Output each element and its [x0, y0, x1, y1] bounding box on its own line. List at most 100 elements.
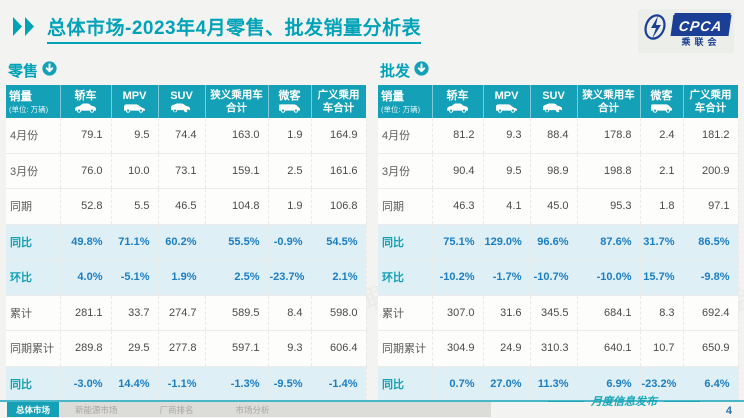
header-row: 销量 (单位: 万辆) 轿车 MPV SUV 狭义乘用车合计 微客 广义乘用车合计: [378, 85, 739, 118]
table-cell: 29.5: [111, 330, 159, 367]
table-cell: 307.0: [432, 295, 484, 331]
table-cell: 684.1: [577, 295, 641, 331]
table-row: 同比 75.1% 129.0% 96.6% 87.6% 31.7% 86.5%: [378, 224, 739, 260]
table-cell: 345.5: [530, 295, 578, 331]
page-number: 4: [725, 405, 732, 417]
table-cell: 49.8%: [60, 224, 112, 260]
retail-table-header: 销量 (单位: 万辆) 轿车 MPV SUV 狭义乘用车合计 微客 广义乘用车合计: [6, 85, 367, 118]
table-cell: -3.0%: [60, 366, 112, 402]
table-cell: -10.0%: [577, 259, 641, 296]
table-cell: 81.2: [432, 118, 484, 154]
footer-tab-bar: 总体市场 新能源市场 厂商排名 市场分析: [7, 402, 492, 417]
van-icon: [649, 103, 674, 114]
table-cell: 46.3: [432, 188, 484, 225]
row-label: 3月份: [378, 153, 433, 189]
table-cell: 8.4: [268, 295, 312, 331]
table-cell: 2.5: [268, 153, 312, 189]
table-cell: 181.2: [683, 118, 739, 154]
note-dash-left: [548, 400, 584, 402]
table-cell: 4.1: [483, 188, 531, 225]
table-cell: 2.5%: [205, 259, 269, 296]
cpca-logo-subtext: 乘联会: [681, 37, 721, 47]
column-header: 广义乘用车合计: [683, 85, 739, 118]
table-cell: 87.6%: [577, 224, 641, 260]
table-cell: 277.8: [158, 330, 206, 367]
footer-divider: [0, 400, 744, 402]
cpca-logo-text: CPCA: [670, 15, 732, 36]
table-cell: 73.1: [158, 153, 206, 189]
row-label: 同期累计: [6, 330, 61, 367]
table-cell: 1.8: [640, 188, 684, 225]
retail-table: 销量 (单位: 万辆) 轿车 MPV SUV 狭义乘用车合计 微客 广义乘用车合计 4月份 79…: [6, 85, 367, 402]
table-cell: -0.9%: [268, 224, 312, 260]
tab-market-analysis[interactable]: 市场分析: [235, 404, 270, 415]
table-cell: 33.7: [111, 295, 159, 331]
table-cell: 289.8: [60, 330, 112, 367]
tab-nev-market[interactable]: 新能源市场: [75, 404, 118, 415]
table-cell: 88.4: [530, 118, 578, 154]
row-label: 4月份: [378, 118, 433, 154]
column-header: 微客: [640, 85, 684, 118]
table-cell: 304.9: [432, 330, 484, 367]
table-cell: 95.3: [577, 188, 641, 225]
publication-note: 月度信息发布: [548, 393, 700, 409]
row-label: 环比: [378, 259, 433, 296]
row-label: 同期累计: [378, 330, 433, 367]
table-cell: 71.1%: [111, 224, 159, 260]
retail-table-body: 4月份 79.1 9.5 74.4 163.0 1.9 164.9 3月份 76.0 10.0 73…: [6, 118, 367, 402]
table-cell: -1.4%: [311, 366, 367, 402]
table-cell: -1.3%: [205, 366, 269, 402]
row-label: 累计: [6, 295, 61, 331]
table-cell: 1.9: [268, 118, 312, 154]
suv-icon: [169, 103, 194, 113]
tab-overall-market[interactable]: 总体市场: [7, 402, 60, 417]
table-row: 环比 4.0% -5.1% 1.9% 2.5% -23.7% 2.1%: [6, 259, 367, 296]
table-cell: 90.4: [432, 153, 484, 189]
row-label: 环比: [6, 259, 61, 296]
column-header-sales: 销量 (单位: 万辆): [6, 85, 61, 118]
row-label: 同比: [378, 366, 433, 402]
column-header: 轿车: [60, 85, 112, 118]
table-cell: 106.8: [311, 188, 367, 225]
table-cell: 198.8: [577, 153, 641, 189]
sedan-icon: [73, 103, 98, 114]
suv-icon: [541, 103, 566, 113]
table-row: 同比 -3.0% 14.4% -1.1% -1.3% -9.5% -1.4%: [6, 366, 367, 402]
table-cell: 9.5: [111, 118, 159, 154]
down-arrow-circle-icon: [414, 61, 429, 80]
table-row: 4月份 79.1 9.5 74.4 163.0 1.9 164.9: [6, 118, 367, 154]
mpv-icon: [122, 103, 147, 114]
double-chevron-icon: [12, 16, 40, 42]
mpv-icon: [494, 103, 519, 114]
table-cell: -9.5%: [268, 366, 312, 402]
table-cell: 45.0: [530, 188, 578, 225]
wholesale-table: 销量 (单位: 万辆) 轿车 MPV SUV 狭义乘用车合计 微客 广义乘用车合计 4月份 81…: [378, 85, 739, 402]
table-cell: 1.9%: [158, 259, 206, 296]
table-cell: 98.9: [530, 153, 578, 189]
note-dash-right: [664, 400, 700, 402]
column-header: SUV: [530, 85, 578, 118]
table-cell: 597.1: [205, 330, 269, 367]
table-cell: 178.8: [577, 118, 641, 154]
inactive-tab-strip: 新能源市场 厂商排名 市场分析: [59, 402, 492, 417]
tab-oem-ranking[interactable]: 厂商排名: [159, 404, 194, 415]
table-cell: 55.5%: [205, 224, 269, 260]
table-cell: 74.4: [158, 118, 206, 154]
table-cell: -1.1%: [158, 366, 206, 402]
table-cell: 6.4%: [683, 366, 739, 402]
table-cell: -23.2%: [640, 366, 684, 402]
table-cell: 274.7: [158, 295, 206, 331]
table-cell: 27.0%: [483, 366, 531, 402]
table-cell: 86.5%: [683, 224, 739, 260]
row-label: 4月份: [6, 118, 61, 154]
cpca-swoosh-icon: [642, 13, 668, 50]
table-cell: 10.0: [111, 153, 159, 189]
row-label: 3月份: [6, 153, 61, 189]
table-cell: 606.4: [311, 330, 367, 367]
row-label: 同比: [6, 224, 61, 260]
retail-section: 零售 销量 (单位: 万辆) 轿车 MPV SUV 狭义乘用车合计 微客 广义乘用车合计 4月…: [6, 60, 367, 402]
table-cell: 692.4: [683, 295, 739, 331]
table-row: 同期 52.8 5.5 46.5 104.8 1.9 106.8: [6, 188, 367, 225]
table-cell: -5.1%: [111, 259, 159, 296]
table-cell: 8.3: [640, 295, 684, 331]
